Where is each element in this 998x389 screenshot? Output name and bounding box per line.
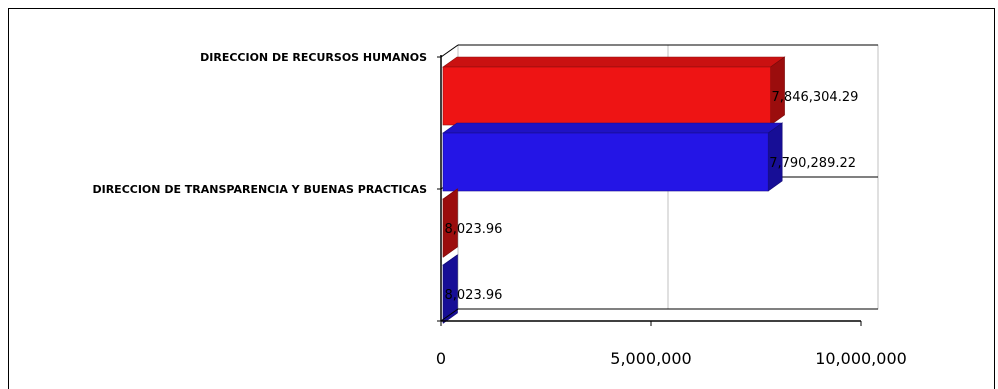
bar-1-series-1-front: [442, 66, 771, 126]
bars: [442, 56, 786, 324]
bar-1-series-1-top: [442, 56, 786, 68]
bar-2-series-1-front: [442, 198, 444, 258]
bar-1-series-1-data-label: 7,846,304.29: [772, 90, 859, 105]
x-tick-label-2: 10,000,000: [815, 349, 907, 368]
chart-frame: [8, 8, 995, 389]
bar-2-series-2-data-label: 8,023.96: [445, 288, 503, 303]
bar-1-series-2-data-label: 7,790,289.22: [769, 156, 856, 171]
bar-2-series-2-front: [442, 264, 444, 324]
x-tick-label-1: 5,000,000: [610, 349, 691, 368]
axes: [437, 55, 862, 326]
bar-2-series-1-data-label: 8,023.96: [445, 222, 503, 237]
category-separator-side-0: [440, 44, 459, 58]
labels: 7,846,304.29 7,790,289.22 8,023.96 8,023.96…: [92, 51, 906, 368]
category-label-1: DIRECCION DE RECURSOS HUMANOS: [200, 51, 427, 64]
category-label-2: DIRECCION DE TRANSPARENCIA Y BUENAS PRAC…: [92, 183, 427, 196]
floor-edge: [440, 308, 459, 322]
x-tick-label-0: 0: [436, 349, 446, 368]
bar-1-series-2-front: [442, 132, 769, 192]
bar-1-series-2-top: [442, 122, 784, 134]
